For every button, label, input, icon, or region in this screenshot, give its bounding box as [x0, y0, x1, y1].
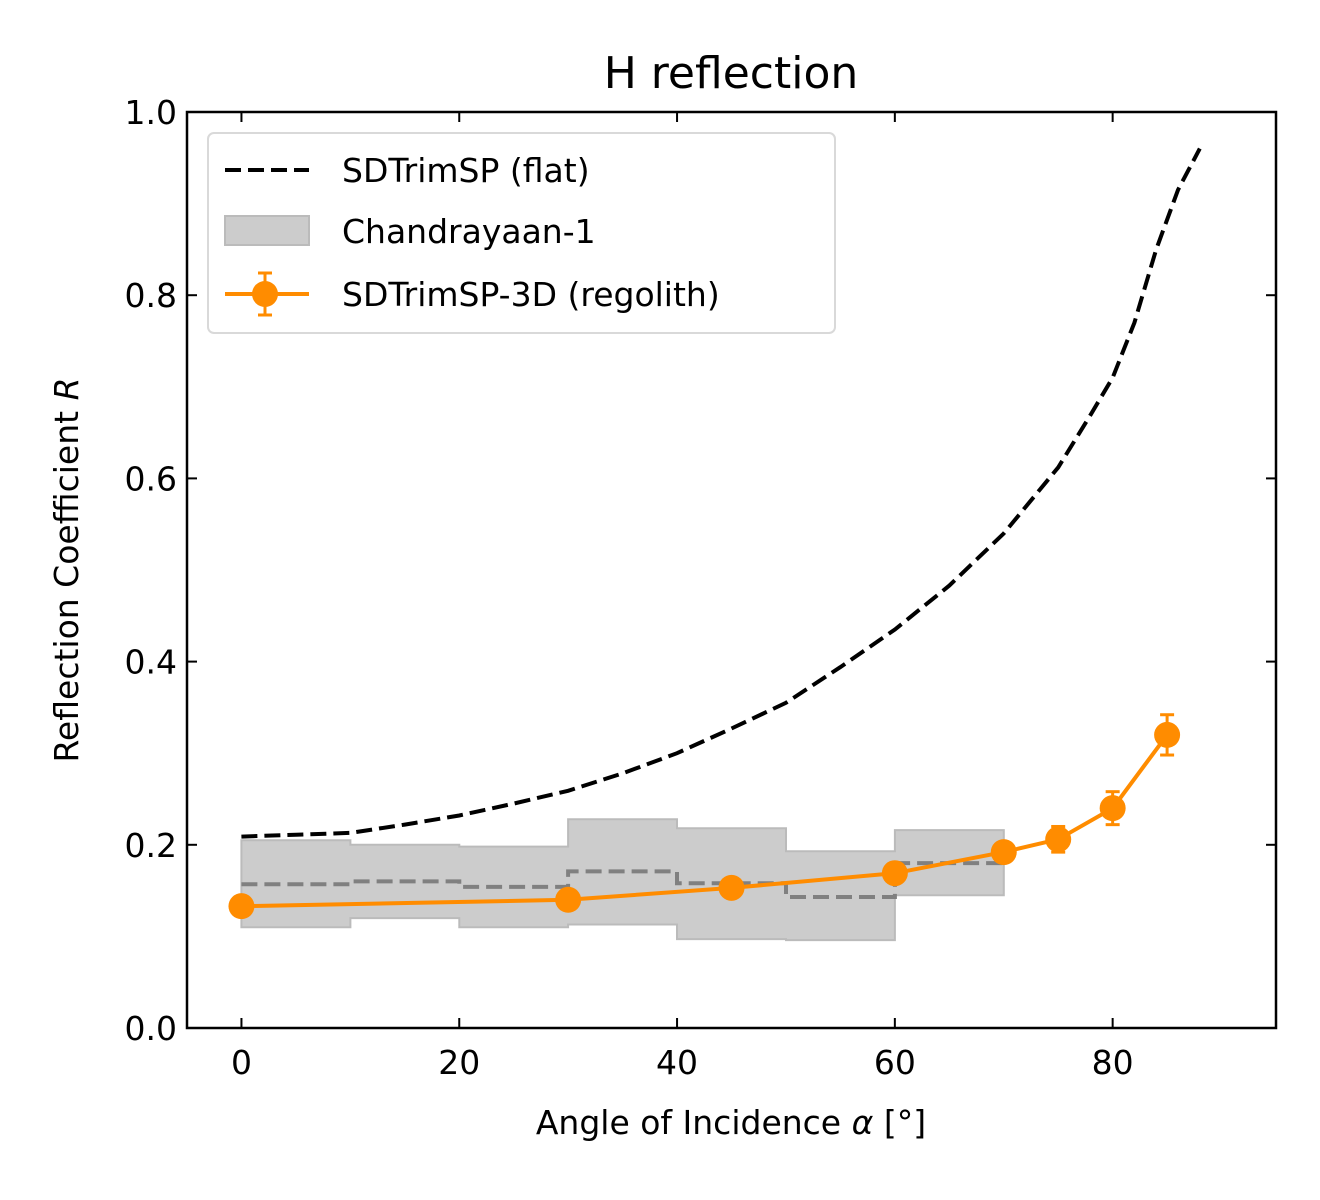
x-tick-label: 0	[231, 1043, 252, 1082]
legend-label-flat: SDTrimSP (flat)	[342, 151, 590, 190]
plot-area	[228, 147, 1202, 942]
legend: SDTrimSP (flat) Chandrayaan-1 SDTrimSP-3…	[207, 132, 836, 334]
y-tick-label: 1.0	[125, 93, 177, 132]
legend-swatch-chandrayaan	[224, 215, 310, 246]
data-point	[555, 886, 582, 913]
y-tick-label: 0.8	[125, 276, 177, 315]
plot-frame	[185, 110, 1278, 1030]
y-axis-label-symbol: R	[47, 377, 86, 400]
x-tick-label: 80	[1092, 1043, 1134, 1082]
x-axis-label-symbol: α	[852, 1103, 874, 1142]
x-axis-label-unit: [°]	[884, 1103, 926, 1142]
y-axis-label: Reflection Coefficient R	[47, 377, 86, 762]
x-axis-label-text: Angle of Incidence	[536, 1103, 841, 1142]
data-point	[881, 860, 908, 887]
data-point	[1154, 721, 1181, 748]
chandrayaan-median-line	[241, 861, 1004, 899]
x-tick-label: 40	[656, 1043, 698, 1082]
x-axis-label: Angle of Incidence α [°]	[536, 1103, 926, 1142]
x-tick-label: 60	[874, 1043, 916, 1082]
data-point	[1099, 795, 1126, 822]
data-point	[228, 893, 255, 920]
legend-frame	[207, 132, 836, 334]
data-point	[1045, 826, 1072, 853]
axes: 0 20 40 60 80 0.0 0.2 0.4 0.6 0.8 1.0	[125, 93, 1278, 1082]
y-tick-label: 0.6	[125, 459, 177, 498]
chandrayaan-band	[240, 818, 1005, 942]
data-point	[990, 839, 1017, 866]
y-tick-label: 0.0	[125, 1009, 177, 1048]
chart-title: H reflection	[604, 48, 859, 99]
legend-label-chandrayaan: Chandrayaan-1	[342, 212, 596, 251]
y-tick-label: 0.4	[125, 643, 177, 682]
legend-label-regolith: SDTrimSP-3D (regolith)	[342, 275, 720, 314]
legend-swatch-regolith-marker	[252, 281, 278, 307]
data-point	[718, 874, 745, 901]
x-tick-label: 20	[438, 1043, 480, 1082]
y-tick-label: 0.2	[125, 826, 177, 865]
y-axis-label-text: Reflection Coefficient	[47, 411, 86, 763]
sdtrimsp-flat-line	[241, 147, 1202, 839]
